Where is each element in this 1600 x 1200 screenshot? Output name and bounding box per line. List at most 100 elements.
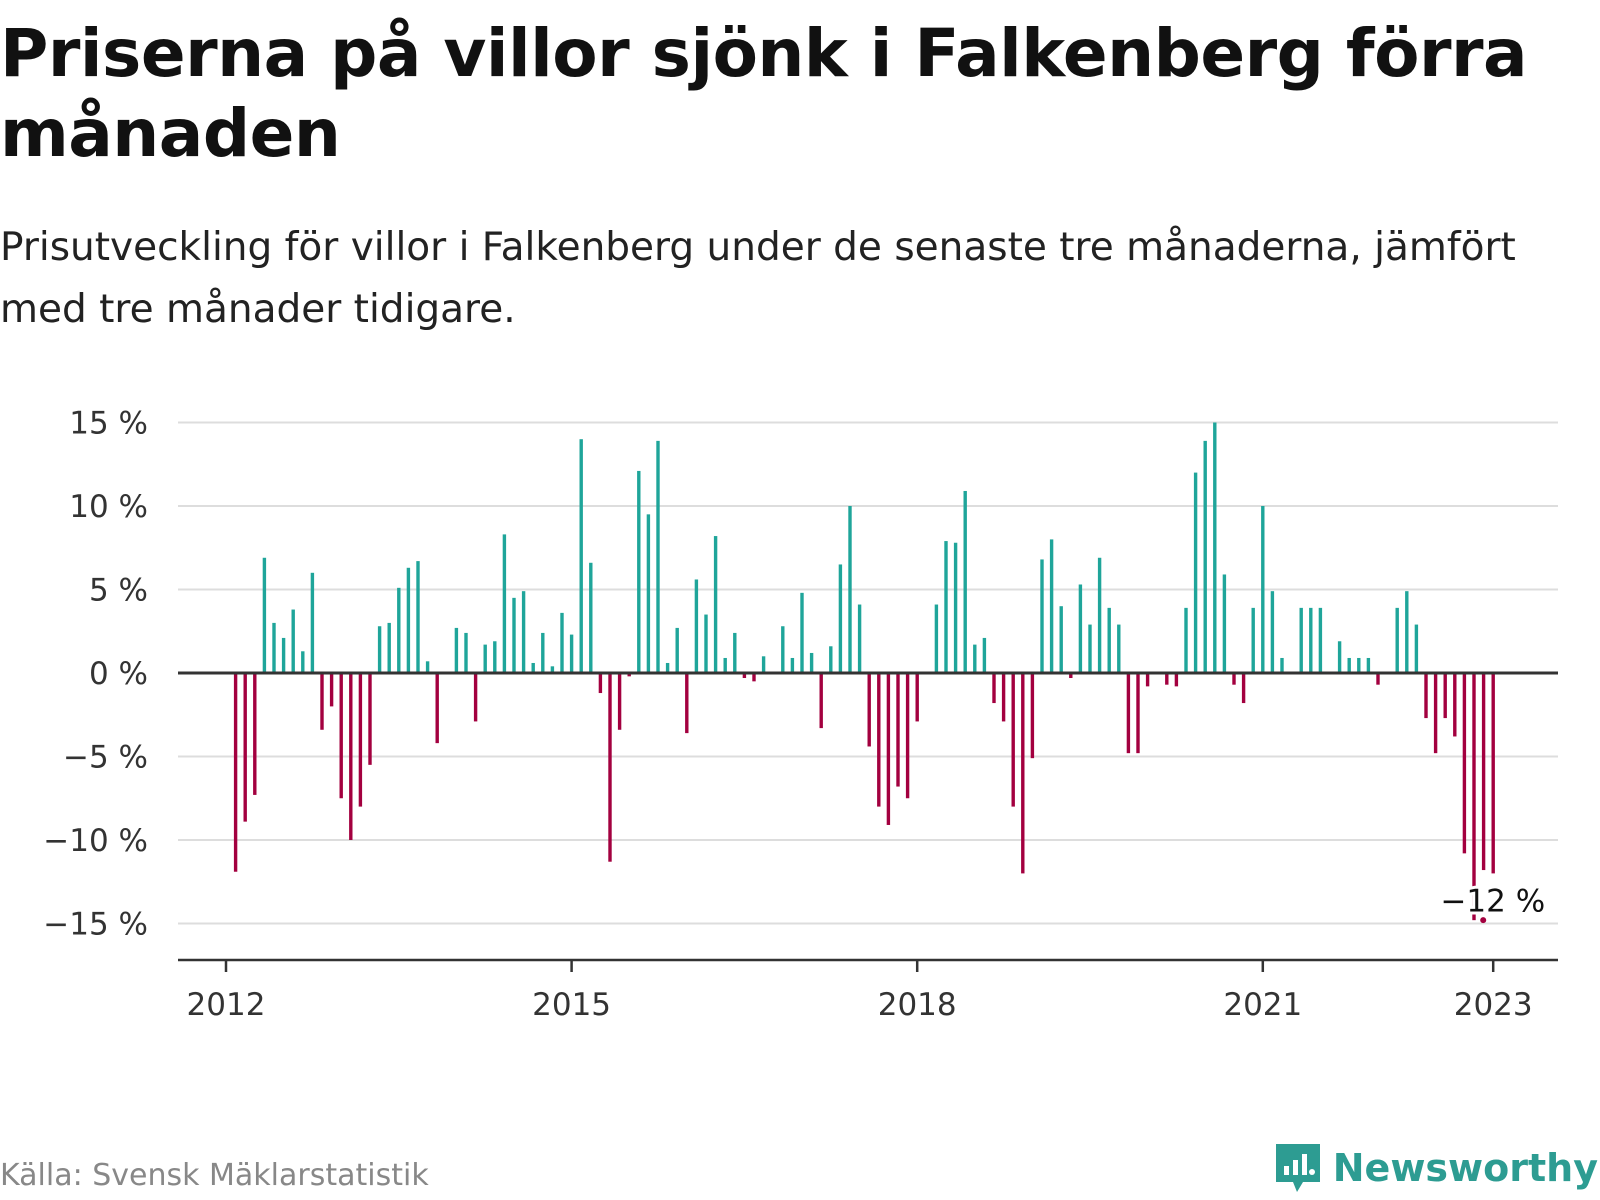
bar [713, 536, 718, 673]
bar [1424, 673, 1428, 719]
bar [857, 604, 862, 673]
x-tick-label: 2015 [532, 987, 611, 1023]
annotation-layer: −12 % [1437, 880, 1548, 924]
bar [733, 632, 737, 673]
bar [416, 561, 420, 673]
x-tick-label: 2018 [878, 987, 957, 1023]
bar [387, 622, 391, 673]
bar [1222, 574, 1227, 673]
bar [301, 651, 305, 673]
source-note: Källa: Svensk Mäklarstatistik [0, 1158, 429, 1193]
bar [617, 673, 622, 730]
bar [1261, 506, 1265, 673]
grid-lines: 15 % 10 % 5 % 0 % −5 % −10 % −15 % [43, 406, 1558, 943]
bar [1021, 673, 1025, 874]
bar [704, 614, 708, 673]
bar [1309, 607, 1313, 673]
bar [867, 673, 871, 747]
bar [281, 637, 286, 673]
bar [944, 541, 948, 673]
bar [589, 562, 593, 673]
bar [272, 622, 276, 673]
bar [665, 662, 670, 673]
bar [406, 567, 411, 673]
x-tick-label: 2021 [1223, 987, 1302, 1023]
bar [905, 673, 910, 799]
bar [310, 572, 315, 673]
bar [915, 673, 919, 722]
y-tick-label: 0 % [89, 656, 148, 692]
bar [454, 627, 459, 673]
bar [349, 673, 353, 840]
bar [1213, 422, 1217, 673]
bar [953, 542, 958, 673]
bar [637, 470, 641, 673]
bar [934, 604, 939, 673]
bar [838, 564, 843, 673]
y-tick-label: −5 % [63, 740, 148, 776]
bar [1481, 673, 1486, 871]
bar [1453, 673, 1457, 737]
bar [243, 673, 247, 822]
y-tick-label: −10 % [43, 823, 148, 859]
bar [1184, 607, 1188, 673]
bar-series [233, 422, 1495, 921]
bar [1251, 607, 1255, 673]
bar [1395, 607, 1399, 673]
bar [1136, 673, 1140, 754]
bar [560, 612, 564, 673]
bar [1145, 673, 1150, 687]
bar [502, 534, 507, 673]
bar [1193, 472, 1198, 673]
bar [819, 673, 823, 729]
bar [1069, 673, 1073, 679]
bar [896, 673, 900, 787]
bar [1088, 624, 1092, 673]
bar [473, 673, 478, 722]
bar [569, 634, 574, 673]
bar [1366, 657, 1371, 673]
bar [435, 673, 439, 744]
bar [973, 644, 977, 673]
bar [1165, 673, 1169, 685]
bar [848, 506, 852, 673]
bar [397, 587, 401, 673]
bar [541, 632, 545, 673]
bar [253, 673, 257, 795]
bar [464, 632, 468, 673]
bar [790, 657, 795, 673]
bar [550, 666, 555, 673]
x-tick-label: 2012 [187, 987, 266, 1023]
bar [1030, 673, 1035, 759]
bar [1462, 673, 1467, 854]
bar [886, 673, 891, 825]
bar [963, 490, 967, 673]
bar [982, 637, 987, 673]
bar [425, 661, 430, 673]
bar [694, 579, 699, 673]
bar [1491, 673, 1495, 874]
annotation-marker [1480, 917, 1487, 924]
bar [1107, 607, 1111, 673]
bar [579, 439, 583, 673]
bar [656, 440, 660, 673]
bar [339, 673, 343, 799]
bar [1049, 539, 1054, 673]
bar [1232, 673, 1236, 685]
bar [262, 557, 267, 673]
bar [1433, 673, 1438, 754]
bar [1126, 673, 1131, 754]
bar-chart: 15 %10 %5 %0 %−5 %−10 %−15 % 2012 2015 201… [43, 406, 1558, 1023]
bar [512, 597, 516, 673]
bar [1347, 657, 1351, 673]
bar [1376, 673, 1380, 685]
chart-subtitle: Prisutveckling för villor i Falkenberg u… [0, 225, 1516, 332]
bar [377, 626, 382, 673]
bar [1443, 673, 1447, 719]
bar [483, 644, 487, 673]
brand-name: Newsworthy [1332, 1146, 1598, 1190]
bar [1001, 673, 1006, 722]
bar [1078, 584, 1083, 673]
bar [1414, 624, 1419, 673]
bar [1203, 440, 1207, 673]
